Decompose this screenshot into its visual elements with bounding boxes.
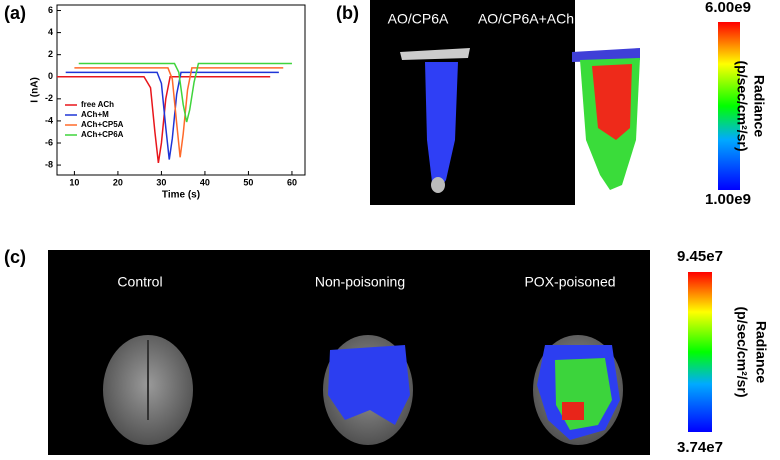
colorbar-min: 3.74e7 bbox=[677, 439, 723, 456]
colorbar-max: 9.45e7 bbox=[677, 248, 723, 265]
tube bbox=[572, 48, 640, 190]
line-chart: 10 20 30 40 50 60 -8 -6 -4 -2 0 2 4 6 Time (s) I (nA) fr… bbox=[30, 4, 306, 201]
panel-label: (c) bbox=[4, 247, 26, 267]
y-tick-label: -2 bbox=[45, 93, 53, 103]
colorbar bbox=[688, 272, 712, 432]
plot-frame bbox=[56, 4, 306, 176]
image-label: Control bbox=[117, 274, 162, 290]
colorbar-title: Radiance bbox=[753, 321, 769, 383]
colorbar bbox=[718, 22, 740, 190]
y-tick-label: 6 bbox=[48, 5, 53, 15]
colorbar-unit: (p/sec/cm²/sr) bbox=[734, 60, 750, 151]
image-label: Non-poisoning bbox=[315, 274, 405, 290]
y-axis-title: I (nA) bbox=[30, 77, 41, 103]
x-tick-label: 40 bbox=[200, 177, 210, 187]
x-tick-label: 10 bbox=[69, 177, 79, 187]
legend-label: ACh+CP6A bbox=[81, 130, 124, 139]
image-label: AO/CP6A+ACh bbox=[478, 11, 574, 27]
brain bbox=[533, 335, 623, 445]
legend-label: ACh+CP5A bbox=[81, 120, 124, 129]
panel-label: (a) bbox=[4, 3, 26, 23]
y-tick-label: -8 bbox=[45, 159, 53, 169]
colorbar-max: 6.00e9 bbox=[705, 0, 751, 16]
x-axis-title: Time (s) bbox=[162, 190, 200, 201]
y-tick-label: 2 bbox=[48, 49, 53, 59]
series-line bbox=[57, 76, 271, 163]
x-tick-label: 60 bbox=[287, 177, 297, 187]
y-tick-label: 4 bbox=[48, 27, 53, 37]
brain bbox=[323, 335, 413, 445]
panel-label: (b) bbox=[336, 3, 359, 23]
series-line bbox=[74, 67, 284, 158]
image-label: AO/CP6A bbox=[388, 11, 449, 27]
brain bbox=[103, 335, 193, 445]
x-tick-label: 20 bbox=[113, 177, 123, 187]
x-tick-label: 50 bbox=[243, 177, 253, 187]
legend-label: ACh+M bbox=[81, 110, 109, 119]
image-panel bbox=[370, 0, 575, 205]
series-line bbox=[78, 62, 292, 123]
colorbar-title: Radiance bbox=[751, 75, 767, 137]
y-tick-label: -6 bbox=[45, 137, 53, 147]
colorbar-min: 1.00e9 bbox=[705, 191, 751, 208]
y-tick-label: -4 bbox=[45, 115, 53, 125]
x-tick-label: 30 bbox=[156, 177, 166, 187]
image-label: POX-poisoned bbox=[524, 274, 615, 290]
colorbar-unit: (p/sec/cm²/sr) bbox=[734, 306, 750, 397]
tube bbox=[400, 48, 470, 193]
legend-label: free ACh bbox=[81, 100, 114, 109]
y-tick-label: 0 bbox=[48, 71, 53, 81]
